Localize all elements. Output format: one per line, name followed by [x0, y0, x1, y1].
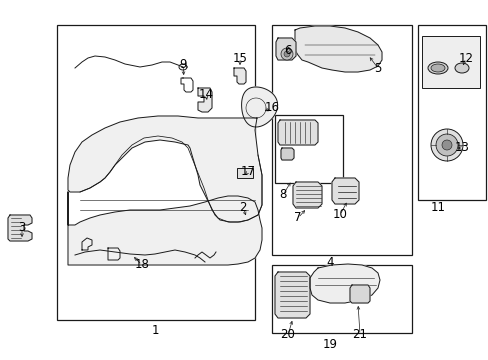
Polygon shape [234, 68, 245, 84]
Ellipse shape [430, 64, 444, 72]
Text: 2: 2 [239, 202, 246, 215]
Bar [57, 25, 254, 320]
Text: 19: 19 [322, 338, 337, 351]
Bar [417, 25, 485, 200]
Text: 12: 12 [458, 51, 472, 64]
Polygon shape [349, 285, 369, 303]
Text: 9: 9 [179, 58, 186, 72]
Polygon shape [274, 272, 309, 318]
Circle shape [281, 48, 292, 60]
Text: 17: 17 [240, 166, 255, 179]
Bar [271, 25, 411, 255]
Text: 1: 1 [151, 324, 159, 337]
Polygon shape [68, 116, 262, 222]
Ellipse shape [454, 63, 468, 73]
Text: 11: 11 [429, 202, 445, 215]
Text: 3: 3 [18, 221, 26, 234]
Text: 6: 6 [284, 44, 291, 57]
Polygon shape [331, 178, 358, 204]
Text: 16: 16 [264, 102, 279, 114]
Text: 4: 4 [325, 256, 333, 269]
Polygon shape [198, 88, 212, 112]
Text: 8: 8 [279, 189, 286, 202]
Polygon shape [68, 192, 262, 265]
Polygon shape [241, 87, 277, 127]
Circle shape [441, 140, 451, 150]
Text: 18: 18 [134, 258, 149, 271]
Text: 5: 5 [373, 62, 381, 75]
Text: 20: 20 [280, 328, 295, 342]
Text: 13: 13 [454, 141, 468, 154]
Polygon shape [281, 148, 293, 160]
Polygon shape [292, 182, 321, 208]
Text: 10: 10 [332, 208, 347, 221]
Polygon shape [294, 26, 381, 72]
Circle shape [430, 129, 462, 161]
Polygon shape [275, 38, 295, 60]
Text: 15: 15 [232, 51, 247, 64]
Polygon shape [278, 120, 317, 145]
Polygon shape [309, 264, 379, 303]
Bar [274, 115, 342, 183]
Bar [421, 36, 479, 88]
Circle shape [435, 134, 457, 156]
Polygon shape [8, 215, 32, 241]
Ellipse shape [427, 62, 447, 74]
Circle shape [284, 51, 289, 57]
Bar [271, 265, 411, 333]
Text: 7: 7 [294, 211, 301, 225]
Text: 21: 21 [352, 328, 367, 342]
Text: 14: 14 [198, 89, 213, 102]
Bar [237, 168, 252, 178]
